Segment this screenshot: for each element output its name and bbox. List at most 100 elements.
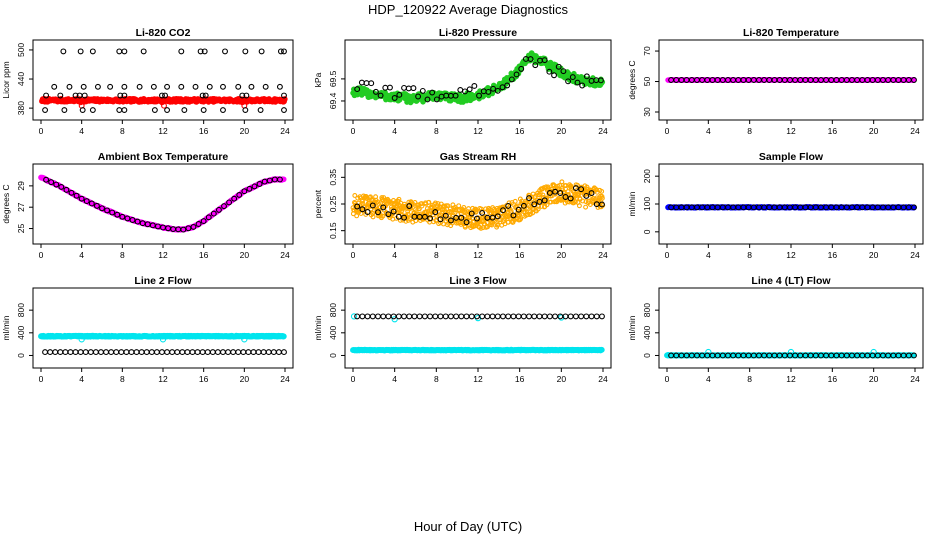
data-point xyxy=(242,48,249,55)
data-point xyxy=(151,107,158,114)
data-point xyxy=(57,349,64,356)
x-tick-label: 16 xyxy=(828,374,838,384)
x-tick-label: 20 xyxy=(869,250,879,260)
x-tick-label: 24 xyxy=(280,374,290,384)
panel-p8: Line 3 Flow ml/min 0 4 8 12 16 20 24 0 400 800 xyxy=(313,275,612,384)
x-tick-label: 16 xyxy=(199,374,209,384)
x-tick-label: 4 xyxy=(706,250,711,260)
x-tick-label: 4 xyxy=(79,250,84,260)
x-tick-label: 16 xyxy=(828,250,838,260)
y-tick-label: 100 xyxy=(642,197,652,211)
panel-title: Sample Flow xyxy=(759,151,824,163)
data-point xyxy=(42,107,49,114)
panel-p4: Ambient Box Temperature degrees C 0 4 8 12 16 2… xyxy=(1,151,294,260)
data-point xyxy=(494,87,501,94)
data-point xyxy=(574,79,581,86)
data-point xyxy=(453,313,460,320)
data-point xyxy=(275,349,282,356)
data-point xyxy=(552,313,559,320)
data-point xyxy=(532,62,539,69)
panel-title: Li-820 Pressure xyxy=(439,27,517,39)
y-tick-label: 27 xyxy=(16,202,26,212)
data-point xyxy=(121,92,128,99)
data-point xyxy=(222,48,228,55)
data-point xyxy=(164,83,171,90)
x-tick-label: 16 xyxy=(199,126,209,136)
data-point xyxy=(578,313,585,320)
y-axis-label: Licor ppm xyxy=(1,61,11,98)
data-point xyxy=(476,92,482,99)
data-point xyxy=(140,48,147,55)
data-point xyxy=(235,349,242,356)
data-point xyxy=(368,80,375,87)
y-tick-label: 800 xyxy=(642,303,652,317)
data-point xyxy=(77,48,84,55)
data-point xyxy=(513,71,520,78)
data-point xyxy=(518,65,525,72)
data-point xyxy=(179,349,186,356)
data-point xyxy=(546,313,553,320)
x-tick-label: 12 xyxy=(473,126,483,136)
data-point xyxy=(377,92,384,99)
data-point xyxy=(118,349,125,356)
data-point xyxy=(189,349,196,356)
data-point xyxy=(433,96,440,103)
data-point xyxy=(260,349,267,356)
data-point xyxy=(153,349,160,356)
x-tick-label: 8 xyxy=(120,126,125,136)
y-axis-label: ml/min xyxy=(627,191,637,216)
x-tick-label: 12 xyxy=(158,250,168,260)
data-point xyxy=(536,313,543,320)
data-point xyxy=(395,313,402,320)
data-point xyxy=(387,84,393,91)
panel-title: Line 3 Flow xyxy=(449,275,507,287)
data-point xyxy=(164,107,171,114)
data-point xyxy=(148,349,155,356)
x-tick-label: 8 xyxy=(434,126,439,136)
data-point xyxy=(421,313,428,320)
data-point xyxy=(197,48,204,55)
data-point xyxy=(52,349,59,356)
data-point xyxy=(62,349,69,356)
data-point xyxy=(437,313,444,320)
data-point xyxy=(178,83,185,90)
data-point xyxy=(194,349,201,356)
data-point xyxy=(220,83,226,90)
data-point xyxy=(169,349,176,356)
x-tick-label: 8 xyxy=(120,374,125,384)
x-tick-label: 8 xyxy=(120,250,125,260)
y-tick-label: 400 xyxy=(16,325,26,339)
data-point xyxy=(508,70,514,77)
data-point xyxy=(255,349,262,356)
data-point xyxy=(200,107,207,114)
x-tick-label: 0 xyxy=(351,374,356,384)
data-point xyxy=(541,57,548,64)
y-tick-label: 0 xyxy=(642,353,652,358)
data-point xyxy=(174,349,181,356)
data-point xyxy=(541,313,548,320)
panel-title: Li-820 Temperature xyxy=(743,27,839,39)
data-point xyxy=(82,349,89,356)
data-point xyxy=(80,83,87,90)
data-point xyxy=(150,83,157,90)
data-point xyxy=(242,107,249,114)
data-point xyxy=(406,313,413,320)
data-point xyxy=(358,79,365,86)
y-tick-label: 500 xyxy=(16,43,26,57)
panel-p6: Sample Flow ml/min 0 4 8 12 16 20 24 0 100 200 xyxy=(627,151,924,260)
data-point xyxy=(250,349,257,356)
y-tick-label: 400 xyxy=(328,325,338,339)
data-point xyxy=(410,85,417,92)
data-point xyxy=(57,92,64,99)
x-tick-label: 0 xyxy=(39,250,44,260)
data-point xyxy=(206,83,213,90)
data-point xyxy=(442,313,449,320)
data-point xyxy=(565,78,572,85)
data-point xyxy=(281,107,287,114)
data-point xyxy=(116,48,123,55)
data-point xyxy=(199,349,206,356)
x-tick-label: 20 xyxy=(240,126,250,136)
data-point xyxy=(276,83,283,90)
x-tick-label: 20 xyxy=(240,374,250,384)
data-point xyxy=(281,48,287,55)
